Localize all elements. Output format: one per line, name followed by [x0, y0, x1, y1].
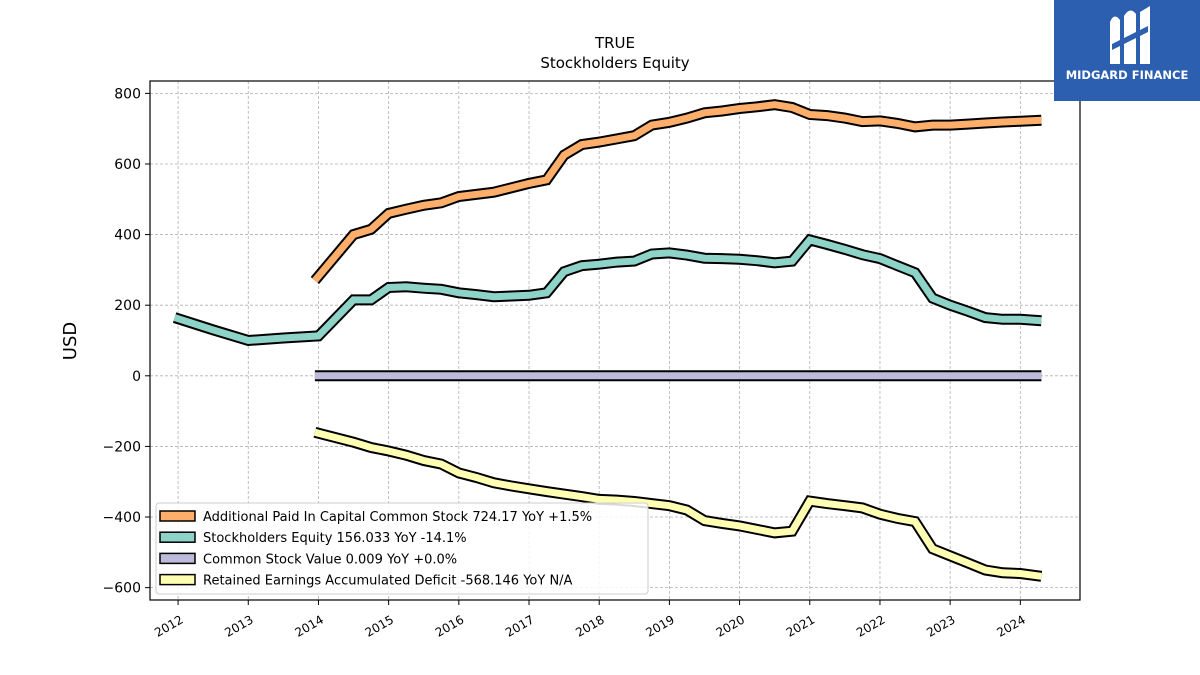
x-tick-label: 2017 [503, 612, 536, 639]
x-axis-ticks: 2012 2013 2014 2015 2016 2017 2018 2019 2020 2021… [152, 600, 1028, 640]
series-outline-1 [172, 233, 1042, 347]
brand-logo: MIDGARD FINANCE [1054, 0, 1200, 101]
brand-name: MIDGARD FINANCE [1065, 68, 1189, 82]
chart-title: TRUE [594, 34, 635, 52]
y-axis-ticks: 800 600 400 200 0 −200 −400 −600 [103, 86, 150, 597]
y-tick-label: 800 [114, 86, 141, 102]
x-tick-label: 2013 [222, 612, 255, 639]
legend-entry: Retained Earnings Accumulated Deficit -5… [203, 574, 573, 589]
series-line-0 [312, 101, 1042, 283]
legend-swatch [159, 531, 196, 543]
y-axis-label: USD [60, 322, 81, 360]
y-tick-label: −400 [103, 510, 141, 526]
x-tick-label: 2016 [433, 612, 466, 639]
legend-swatch [159, 573, 196, 586]
chart-subtitle: Stockholders Equity [540, 54, 689, 72]
x-tick-label: 2014 [292, 612, 325, 639]
y-tick-label: 400 [114, 228, 141, 244]
y-tick-label: −600 [103, 581, 141, 597]
y-tick-label: −200 [103, 439, 141, 455]
legend-entry: Additional Paid In Capital Common Stock … [203, 510, 592, 525]
legend-swatch [159, 552, 196, 565]
plot-frame [149, 80, 1081, 601]
legend-entry: Common Stock Value 0.009 YoY +0.0% [203, 552, 457, 567]
y-tick-label: 600 [114, 157, 141, 173]
y-tick-label: 0 [132, 369, 141, 385]
chart-legend: Additional Paid In Capital Common Stock … [155, 502, 649, 595]
x-tick-label: 2015 [363, 612, 396, 639]
x-tick-label: 2020 [714, 612, 747, 639]
x-tick-label: 2012 [152, 612, 185, 639]
series-line-3 [314, 428, 1042, 580]
x-tick-label: 2022 [854, 612, 887, 639]
legend-swatch [159, 510, 196, 522]
series-line-1 [173, 235, 1042, 345]
legend-box [155, 502, 649, 595]
x-tick-label: 2018 [573, 612, 606, 639]
legend-entry: Stockholders Equity 156.033 YoY -14.1% [203, 531, 467, 546]
midgard-m-logo-icon [1110, 6, 1150, 65]
x-tick-label: 2023 [924, 612, 957, 639]
x-tick-label: 2021 [784, 612, 817, 639]
x-tick-label: 2019 [643, 612, 676, 639]
x-tick-label: 2024 [994, 612, 1027, 639]
y-tick-label: 200 [114, 298, 141, 314]
series-lines [172, 99, 1043, 582]
